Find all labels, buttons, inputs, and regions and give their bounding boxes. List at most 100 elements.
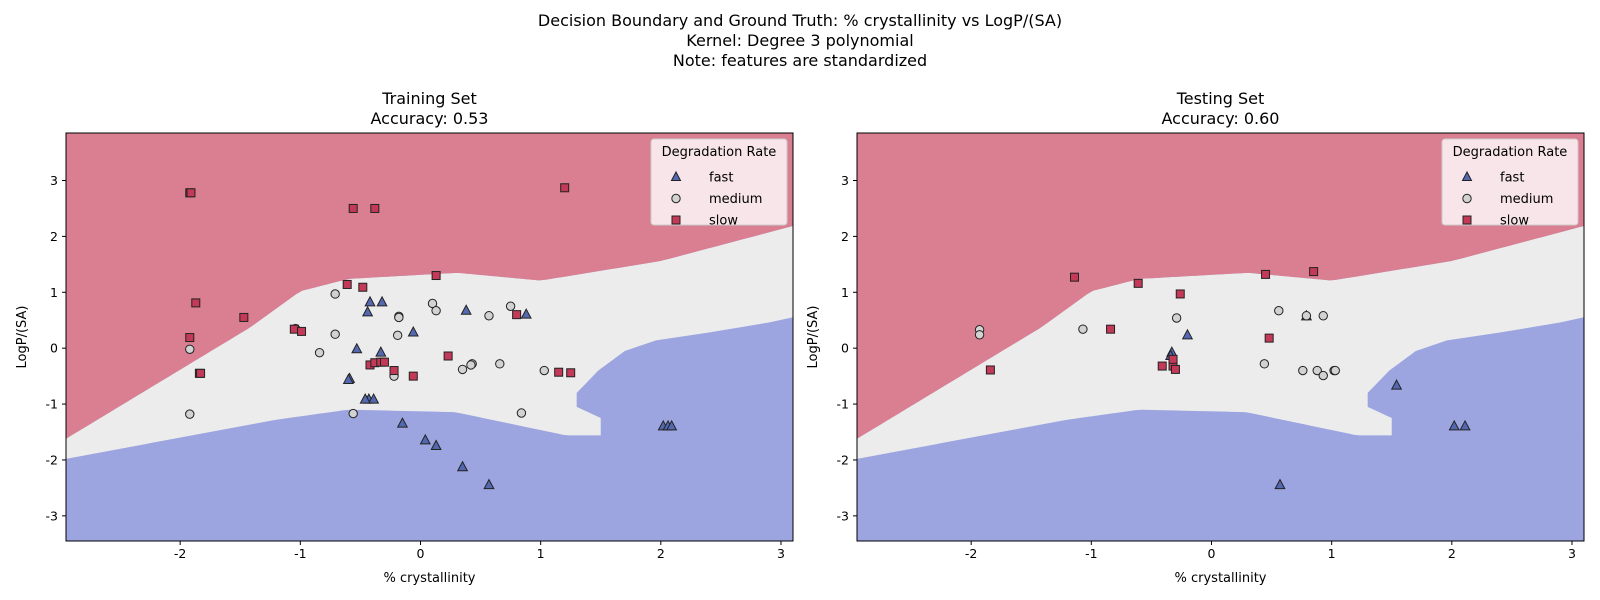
x-tick-label: -1 — [1085, 546, 1097, 561]
point-slow — [370, 203, 380, 213]
point-fast — [520, 308, 532, 319]
legend-slow-marker — [671, 215, 681, 225]
point-slow — [191, 298, 201, 308]
y-tick-label: 1 — [841, 285, 849, 300]
legend-slow-marker — [1462, 215, 1472, 225]
point-medium — [1274, 306, 1284, 316]
plot-frame — [65, 132, 794, 542]
point-fast — [483, 478, 495, 490]
x-tick-label: 3 — [777, 546, 785, 561]
fast-region-right — [576, 317, 793, 438]
y-tick-label: -1 — [46, 397, 58, 412]
point-slow — [1168, 354, 1178, 364]
data-points — [185, 183, 678, 490]
legend-label-fast: fast — [709, 171, 733, 186]
point-slow — [554, 367, 564, 377]
point-medium — [330, 289, 340, 299]
point-medium — [1312, 365, 1322, 376]
legend-medium-marker — [671, 193, 681, 204]
training-set-panel: -2 -1 0 1 2 3 -3 -2 -1 0 1 2 3 Training SetAccuracy: … — [15, 89, 794, 586]
legend-label-medium: medium — [709, 192, 762, 207]
point-medium — [427, 298, 438, 309]
x-tick-label: 2 — [657, 546, 665, 561]
y-tick-label: -3 — [46, 508, 58, 523]
y-axis-label: LogP/(SA) — [806, 306, 821, 369]
y-tick-label: 3 — [841, 173, 849, 188]
legend: Degradation Rate fast medium slow — [1441, 138, 1579, 229]
plot-frame — [856, 132, 1585, 542]
x-axis-label: % crystallinity — [384, 571, 476, 586]
point-fast — [460, 304, 472, 315]
x-tick-label: 1 — [1328, 546, 1336, 561]
point-fast — [1181, 328, 1194, 340]
point-slow — [560, 183, 570, 193]
point-medium — [505, 301, 516, 311]
point-fast — [1448, 419, 1460, 431]
point-fast — [396, 417, 409, 428]
point-fast — [1459, 419, 1471, 431]
panel-title: Training Set — [381, 89, 477, 108]
point-fast — [407, 325, 419, 337]
panel-title: Testing Set — [1176, 89, 1265, 108]
legend-box — [1441, 138, 1579, 226]
point-medium — [495, 359, 505, 369]
point-medium — [1171, 313, 1182, 323]
point-fast — [1274, 478, 1286, 490]
point-slow — [1106, 324, 1116, 334]
point-slow — [985, 365, 995, 375]
x-tick-label: 0 — [417, 546, 425, 561]
point-fast — [419, 433, 431, 445]
point-slow — [566, 368, 576, 378]
point-fast — [364, 295, 376, 307]
y-tick-label: 2 — [50, 229, 58, 244]
point-slow — [1069, 272, 1079, 282]
data-points — [974, 267, 1471, 490]
point-slow — [1133, 278, 1143, 288]
x-axis-label: % crystallinity — [1175, 571, 1267, 586]
point-medium — [185, 344, 195, 354]
point-slow — [1175, 289, 1185, 299]
point-fast — [456, 460, 469, 472]
x-tick-label: 2 — [1448, 546, 1456, 561]
point-slow — [358, 282, 368, 292]
point-slow — [443, 351, 453, 361]
y-tick-label: -1 — [837, 397, 849, 412]
x-tick-label: -2 — [174, 546, 186, 561]
point-slow — [342, 279, 352, 289]
point-slow — [185, 333, 195, 343]
x-tick-label: 1 — [537, 546, 545, 561]
y-tick-label: 0 — [841, 341, 849, 356]
point-medium — [1318, 311, 1328, 321]
x-tick-label: -2 — [965, 546, 977, 561]
point-slow — [297, 326, 307, 336]
point-slow — [408, 371, 418, 381]
legend-medium-marker — [1462, 193, 1472, 204]
point-fast — [342, 373, 355, 385]
y-tick-label: 3 — [50, 173, 58, 188]
point-medium — [516, 408, 527, 418]
point-slow — [196, 368, 206, 378]
legend: Degradation Rate fast medium slow — [650, 138, 788, 229]
point-medium — [1078, 324, 1088, 334]
point-medium — [431, 306, 441, 316]
y-tick-label: -3 — [837, 508, 849, 523]
legend-title: Degradation Rate — [1453, 145, 1568, 160]
panel-subtitle: Accuracy: 0.53 — [371, 109, 489, 128]
suptitle-line-3: Note: features are standardized — [673, 51, 927, 70]
legend-label-slow: slow — [709, 214, 738, 229]
point-slow — [389, 366, 399, 376]
x-tick-label: 0 — [1208, 546, 1216, 561]
point-medium — [1330, 365, 1340, 376]
point-slow — [1264, 333, 1274, 343]
x-tick-label: 3 — [1568, 546, 1576, 561]
point-fast — [430, 439, 442, 450]
point-fast — [376, 295, 388, 307]
suptitle-line-1: Decision Boundary and Ground Truth: % cr… — [538, 11, 1062, 30]
point-medium — [1259, 359, 1270, 369]
y-tick-label: -2 — [46, 452, 58, 467]
fast-region-right — [1367, 317, 1584, 438]
x-tick-label: -1 — [294, 546, 306, 561]
legend-title: Degradation Rate — [662, 145, 777, 160]
